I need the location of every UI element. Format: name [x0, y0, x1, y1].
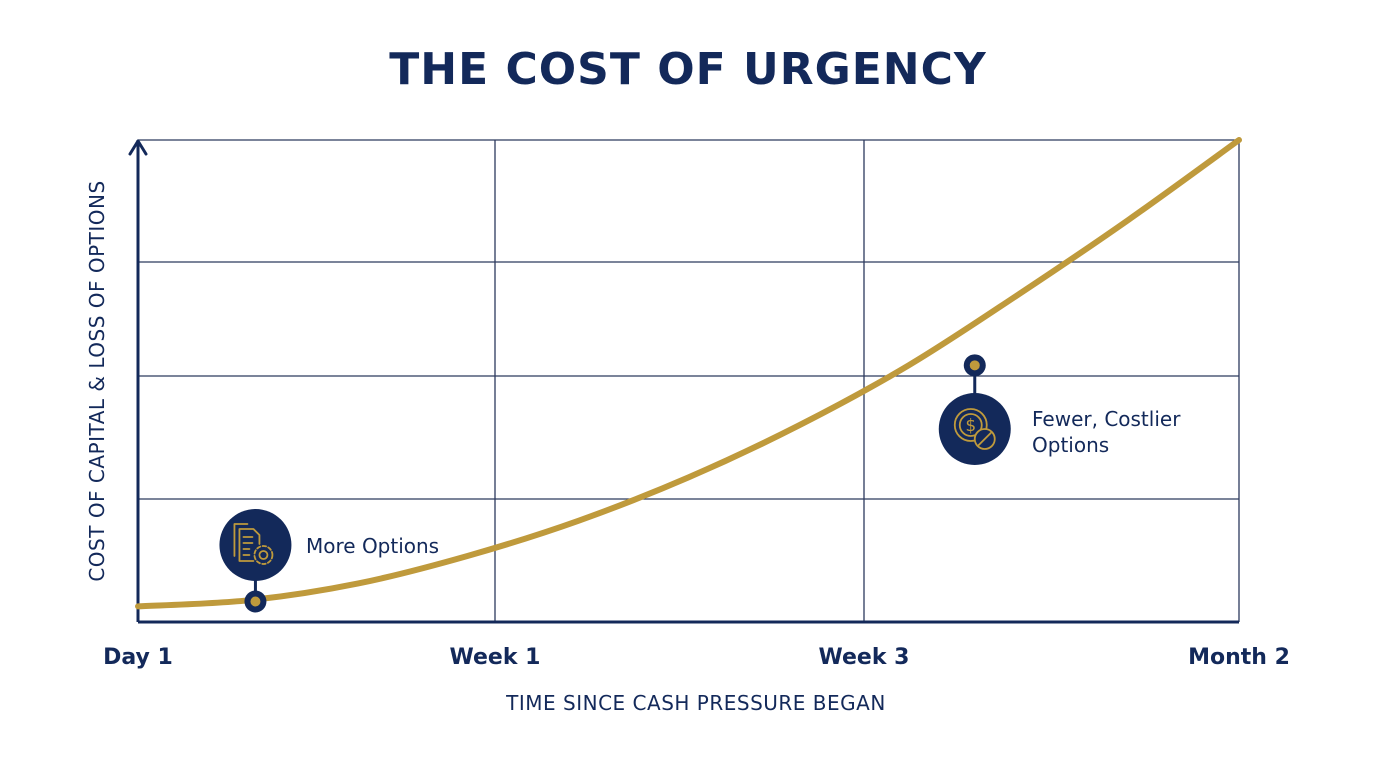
document-back [238, 528, 261, 562]
series-line [135, 137, 1242, 610]
annotation-marker-center [969, 360, 980, 371]
y-axis-arrow [128, 139, 148, 156]
annotation-label: More Options [306, 534, 439, 558]
annotation-label-line: Fewer, Costlier [1032, 407, 1181, 431]
x-tick-label: Week 1 [450, 645, 541, 670]
grid [138, 139, 1240, 622]
gear-hub [258, 550, 269, 560]
dollar-blocked-icon: $ [953, 408, 996, 450]
gear-teeth [253, 545, 274, 565]
x-tick-label: Month 2 [1188, 645, 1290, 670]
dollar-sign: $ [965, 416, 976, 436]
y-axis-label: COST OF CAPITAL & LOSS OF OPTIONS [85, 180, 109, 581]
block-slash [977, 432, 992, 446]
axes [128, 139, 1239, 624]
document-lines [242, 536, 254, 556]
x-tick-label: Day 1 [103, 645, 173, 670]
annotation-label-line: Options [1032, 433, 1109, 457]
annotation-icon-badge [219, 509, 292, 581]
annotation-label: Fewer, Costlier Options [1032, 407, 1181, 457]
coin-ring [953, 408, 988, 442]
x-tick-label: Week 3 [819, 645, 910, 670]
x-axis-label: TIME SINCE CASH PRESSURE BEGAN [505, 691, 886, 715]
document-gear-icon [233, 523, 274, 565]
coin-inner [958, 413, 983, 437]
annotation-icon-badge [938, 393, 1011, 465]
annotation-marker-center [250, 596, 261, 607]
annotations: More Options $ Fewer, Costlier Options [219, 354, 1181, 613]
series [135, 137, 1242, 610]
document-stack [233, 523, 249, 557]
chart-title: THE COST OF URGENCY [389, 44, 987, 95]
x-tick-labels: Day 1 Week 1 Week 3 Month 2 [103, 645, 1290, 670]
